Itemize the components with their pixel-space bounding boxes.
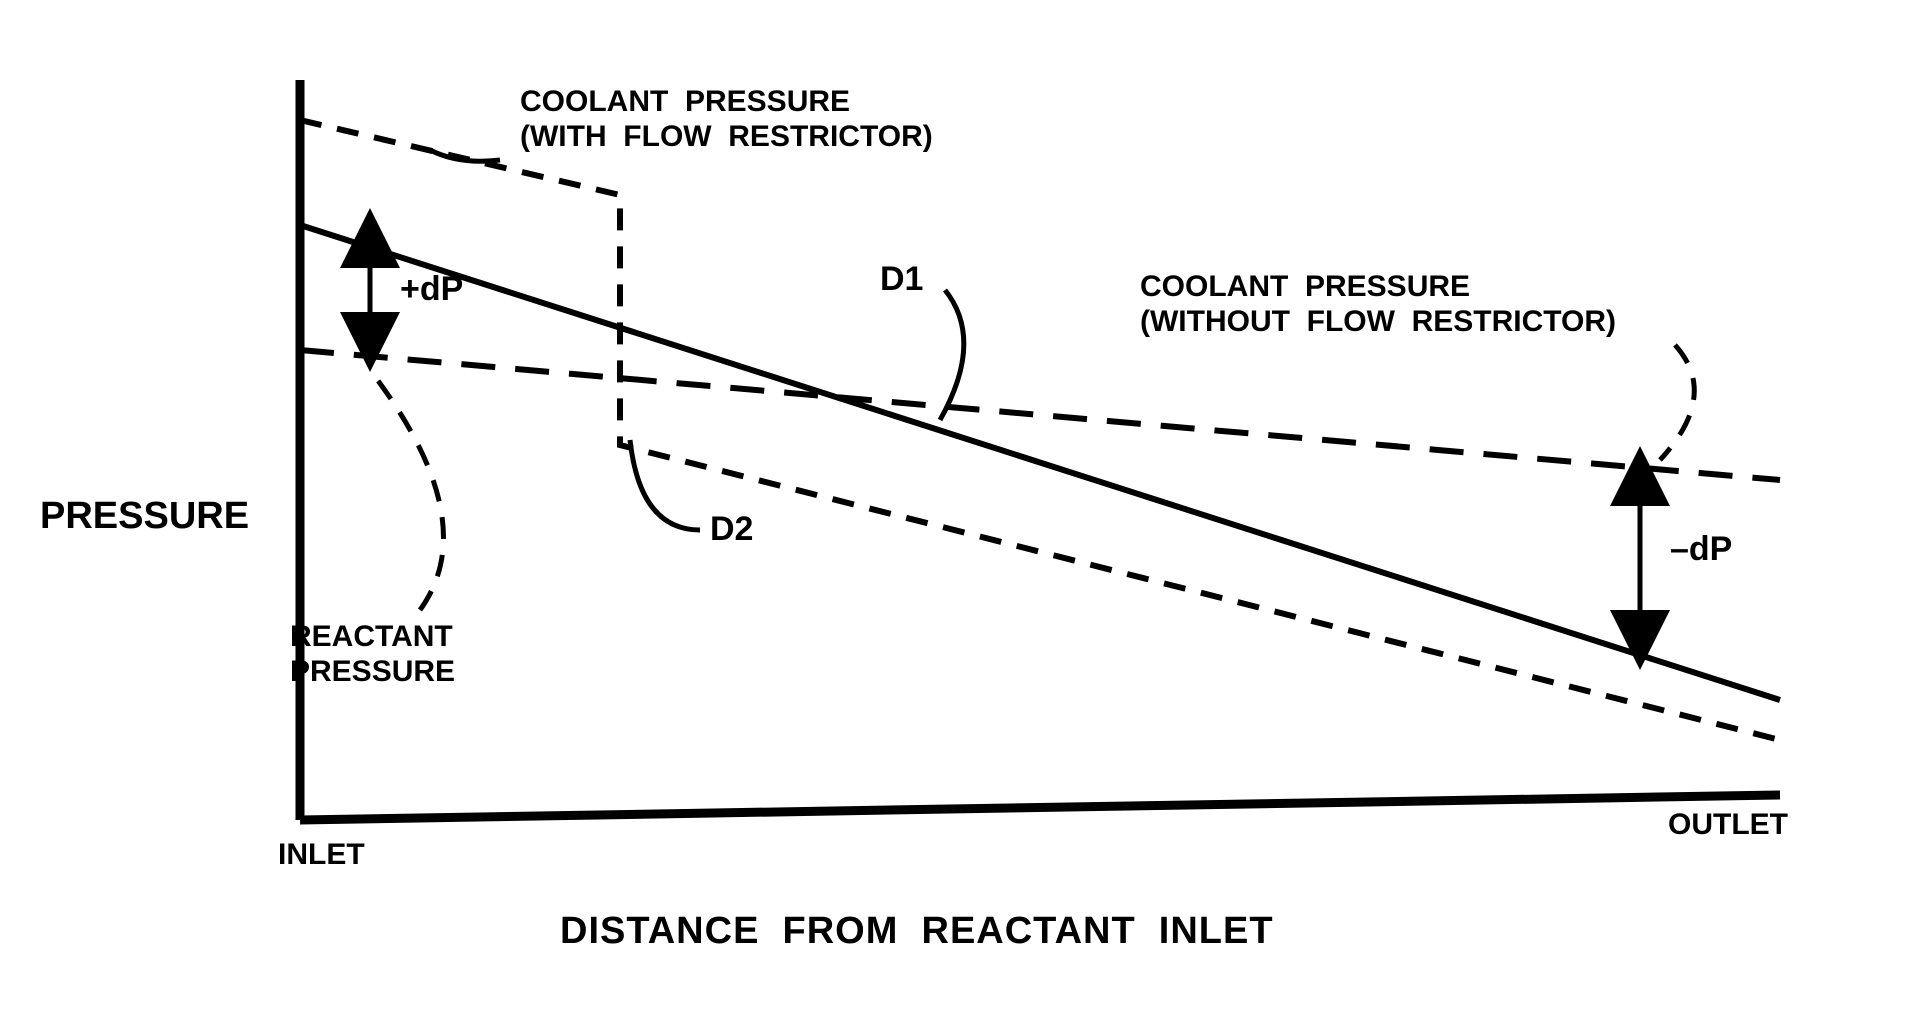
coolant-without-leader [1660, 345, 1694, 460]
x-tick-inlet: INLET [278, 838, 365, 873]
pressure-diagram: PRESSURE DISTANCE FROM REACTANT INLET IN… [0, 0, 1919, 1018]
reactant-pressure-leader [370, 370, 443, 610]
x-tick-outlet: OUTLET [1668, 808, 1788, 843]
d1-label: D1 [880, 260, 923, 299]
coolant-with-restrictor-line [300, 120, 1780, 740]
y-axis-label: PRESSURE [40, 495, 249, 539]
coolant-without-restrictor-label: COOLANT PRESSURE (WITHOUT FLOW RESTRICTO… [1140, 270, 1616, 339]
reactant-pressure-label: REACTANT PRESSURE [290, 620, 455, 689]
x-axis-label: DISTANCE FROM REACTANT INLET [560, 910, 1274, 954]
d1-leader [940, 290, 964, 420]
coolant-with-restrictor-label: COOLANT PRESSURE (WITH FLOW RESTRICTOR) [520, 85, 933, 154]
plus-dP-label: +dP [400, 270, 463, 309]
minus-dP-label: –dP [1670, 530, 1732, 569]
d2-label: D2 [710, 510, 753, 549]
x-axis [300, 795, 1780, 820]
